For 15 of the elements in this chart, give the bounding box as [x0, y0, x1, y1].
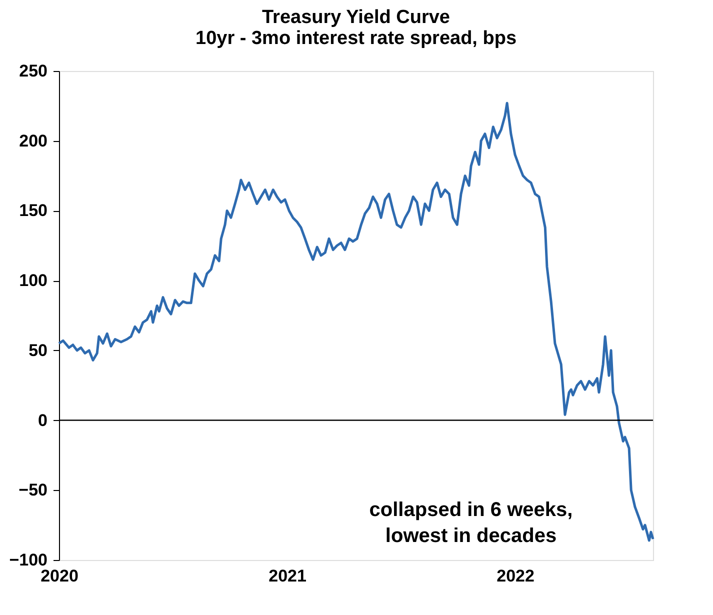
y-tick-label: 250	[19, 62, 48, 80]
x-tick-label: 2020	[40, 566, 78, 586]
x-tick-label: 2021	[268, 566, 306, 586]
y-tick-label: −50	[18, 480, 48, 500]
y-tick-label: 100	[19, 271, 48, 290]
y-tick-label: 150	[19, 201, 48, 220]
annotation: lowest in decades	[385, 525, 557, 547]
chart-title: Treasury Yield Curve	[262, 7, 450, 28]
y-tick-label: 50	[28, 340, 48, 360]
chart-subtitle: 10yr - 3mo interest rate spread, bps	[195, 28, 517, 49]
x-tick-label: 2022	[496, 566, 534, 586]
annotation: collapsed in 6 weeks,	[369, 499, 573, 521]
y-tick-label: 0	[38, 410, 48, 430]
y-tick-label: −100	[9, 550, 48, 570]
y-tick-label: 200	[19, 131, 48, 150]
